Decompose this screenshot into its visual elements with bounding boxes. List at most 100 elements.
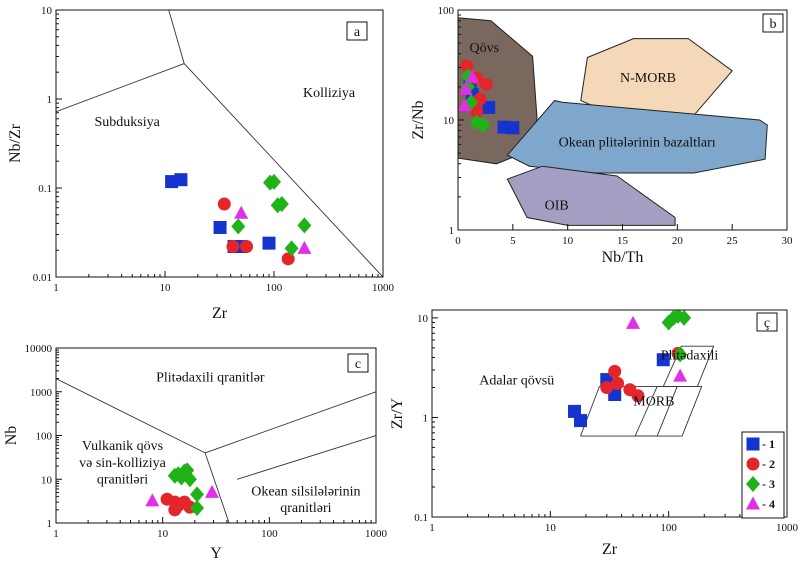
panel-2: 0 5 10 15 20 25 30 1 10 100 Nb/Th Zr/Nb Qövs N-MORB Ok… <box>410 5 793 266</box>
boundary-line-3 <box>183 63 383 277</box>
boundary-line-4 <box>237 435 376 480</box>
data-point-series-1 <box>174 173 188 187</box>
x-tick-label: 1 <box>53 528 59 540</box>
y-tick-label: 100 <box>438 5 455 17</box>
y-tick-label: 1000 <box>30 387 53 399</box>
y-tick-label: 10 <box>417 313 429 325</box>
x-tick-label: 100 <box>660 522 677 534</box>
plot-frame <box>55 9 384 278</box>
x-tick-label: 1000 <box>776 522 799 534</box>
legend: - 1 - 2 - 3 - 4 <box>741 431 785 519</box>
y-axis-label: Zr/Y <box>389 398 406 430</box>
panel-1: 1 10 100 1000 0.01 0.1 1 10 Zr Nb/Zr Kolliziya Subd… <box>7 5 395 322</box>
field-label: qranitləri <box>97 472 148 487</box>
y-tick-label: 1 <box>423 412 429 424</box>
x-tick-label: 100 <box>261 528 278 540</box>
data-point-series-2 <box>460 59 474 73</box>
y-tick-label: 0.01 <box>33 272 52 284</box>
x-tick-label: 10 <box>157 528 169 540</box>
panel-badge <box>756 312 778 332</box>
boundary-line-2 <box>634 385 703 437</box>
y-tick-label: 10 <box>443 115 455 127</box>
x-tick-label: 1000 <box>365 528 388 540</box>
data-point-series-3 <box>476 117 491 134</box>
field-label: Adalar qövsü <box>479 373 554 388</box>
data-point-series-4 <box>465 69 480 83</box>
field-label: və sin-kolliziya <box>79 456 166 471</box>
plot-area <box>56 10 383 277</box>
legend-label: - 1 <box>762 437 775 451</box>
panel-letter: b <box>770 17 777 32</box>
x-tick-label: 5 <box>510 235 516 247</box>
data-point-series-4 <box>673 368 688 382</box>
plot-frame <box>431 309 788 518</box>
plot-area <box>567 310 715 437</box>
data-point-series-1 <box>262 236 276 250</box>
legend-marker-4 <box>746 496 760 510</box>
data-point-series-3 <box>267 173 281 190</box>
x-tick-label: 100 <box>266 282 283 294</box>
data-point-series-3 <box>182 471 197 488</box>
data-point-series-1 <box>213 220 227 234</box>
field-label: OIB <box>545 199 569 214</box>
data-point-series-4 <box>234 205 249 219</box>
plot-area <box>458 17 768 226</box>
x-tick-label: 10 <box>545 522 557 534</box>
data-point-series-3 <box>274 196 289 213</box>
field-label: qranitləri <box>280 501 331 516</box>
panel-letter: a <box>354 25 361 40</box>
x-tick-label: 25 <box>727 235 739 247</box>
y-tick-label: 10 <box>41 474 53 486</box>
data-point-series-4 <box>204 484 219 498</box>
data-point-series-3 <box>469 114 484 131</box>
data-point-series-1 <box>482 100 496 114</box>
legend-label: - 3 <box>762 477 775 491</box>
field-label: Plitədaxili <box>661 349 719 364</box>
panel-letter: c <box>355 357 361 372</box>
y-tick-label: 0.1 <box>414 512 428 524</box>
data-point-series-2 <box>217 197 231 211</box>
data-point-series-3 <box>190 500 205 517</box>
x-axis-label: Y <box>210 545 222 562</box>
boundary-line-3 <box>204 391 376 454</box>
field-label: Qövs <box>470 41 500 56</box>
data-point-series-3 <box>297 217 312 234</box>
data-point-series-2 <box>240 240 254 254</box>
x-axis-label: Zr <box>602 541 618 558</box>
field-label: Okean silsilələrinin <box>251 484 360 499</box>
y-tick-label: 10000 <box>25 343 53 355</box>
field-label: Subduksiya <box>95 115 161 130</box>
y-tick-label: 1 <box>449 225 455 237</box>
data-point-series-2 <box>608 364 622 378</box>
legend-marker-3 <box>746 476 760 492</box>
field-label: Vulkanik qövs <box>82 439 163 454</box>
x-tick-label: 1000 <box>372 282 395 294</box>
x-tick-label: 0 <box>455 235 461 247</box>
field-label: N-MORB <box>620 71 676 86</box>
legend-marker-1 <box>746 437 760 451</box>
plot-area <box>56 378 376 523</box>
data-point-series-2 <box>611 376 625 390</box>
x-tick-label: 10 <box>562 235 574 247</box>
panel-badge <box>762 13 784 33</box>
y-tick-label: 1 <box>47 518 53 530</box>
y-tick-label: 1 <box>47 94 53 106</box>
field-label: Plitədaxili qranitlər <box>156 371 265 386</box>
data-point-series-3 <box>673 346 688 363</box>
boundary-line-2 <box>168 10 185 64</box>
data-point-series-3 <box>231 218 246 235</box>
legend-label: - 4 <box>762 497 775 511</box>
data-point-series-2 <box>470 104 484 118</box>
x-tick-label: 1 <box>53 282 59 294</box>
y-axis-label: Zr/Nb <box>410 100 427 139</box>
boundary-line-1 <box>56 378 206 454</box>
data-point-series-2 <box>226 240 240 254</box>
field-label: Kolliziya <box>303 86 356 101</box>
x-axis-label: Zr <box>212 305 228 322</box>
x-tick-label: 20 <box>672 235 684 247</box>
data-point-series-4 <box>458 81 473 95</box>
y-tick-label: 10 <box>41 5 53 17</box>
y-axis-label: Nb/Zr <box>7 123 24 163</box>
